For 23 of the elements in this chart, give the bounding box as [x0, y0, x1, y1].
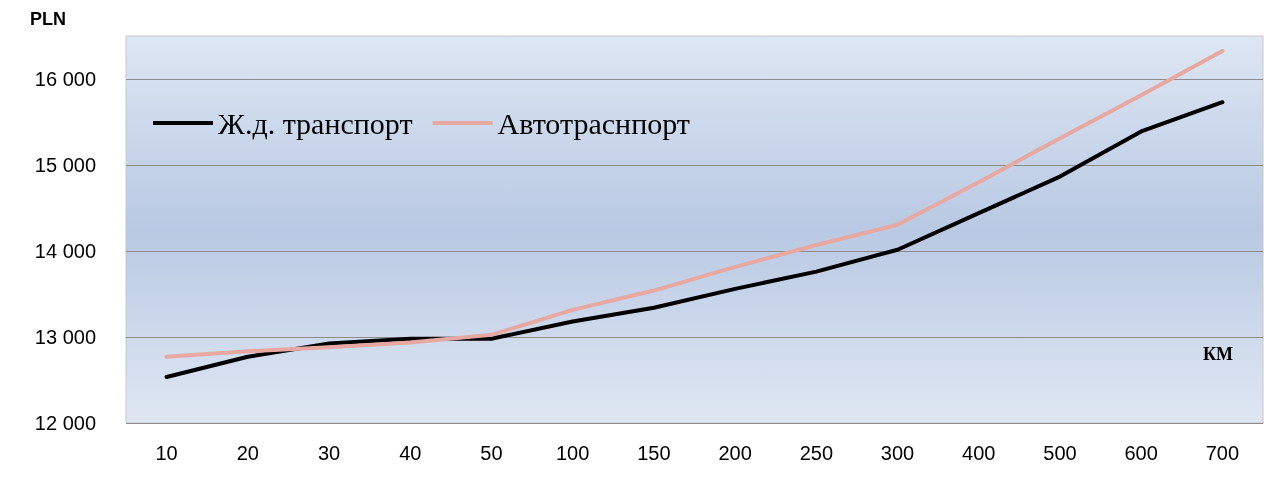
- y-axis-title: PLN: [30, 9, 66, 29]
- y-tick-label: 16 000: [34, 68, 96, 90]
- x-tick-label: 600: [1124, 442, 1158, 464]
- y-tick-label: 14 000: [34, 240, 96, 262]
- x-tick-label: 200: [718, 442, 752, 464]
- x-tick-label: 250: [799, 442, 834, 464]
- x-tick-label: 700: [1205, 442, 1240, 464]
- x-axis-title: КМ: [1203, 344, 1234, 364]
- y-tick-label: 12 000: [34, 412, 96, 434]
- x-tick-label: 500: [1043, 442, 1077, 464]
- x-tick-label: 50: [480, 442, 503, 464]
- x-tick-label: 400: [962, 442, 996, 464]
- y-tick-label: 15 000: [34, 154, 96, 176]
- legend-label: Ж.д. транспорт: [218, 106, 413, 140]
- x-tick-label: 10: [155, 442, 178, 464]
- x-tick-label: 150: [637, 442, 671, 464]
- x-tick-label: 100: [555, 442, 590, 464]
- x-tick-label: 20: [236, 442, 259, 464]
- x-tick-label: 30: [317, 442, 341, 464]
- legend-label: Автотраснпорт: [497, 106, 690, 140]
- x-tick-label: 300: [880, 442, 915, 464]
- x-tick-label: 40: [399, 442, 422, 464]
- y-tick-label: 13 000: [34, 326, 96, 348]
